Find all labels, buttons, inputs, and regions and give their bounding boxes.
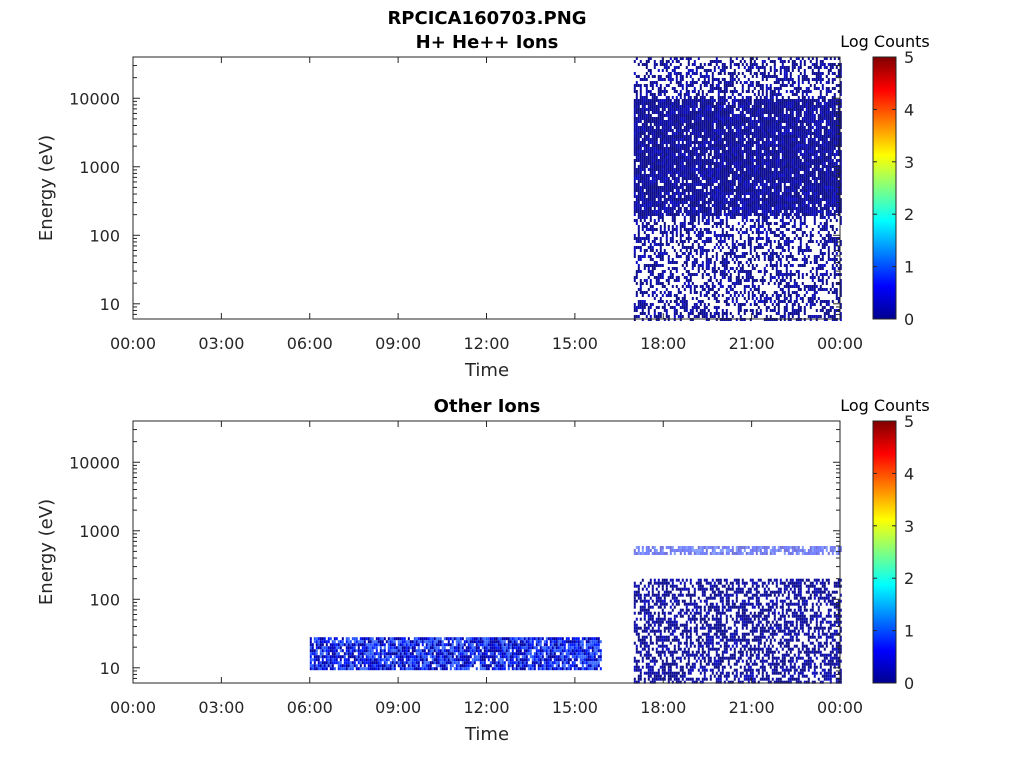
colorbar-ticks: 0 1 2 3 4 5 xyxy=(873,412,914,693)
x-tick-label: 18:00 xyxy=(640,334,686,353)
x-tick-label: 15:00 xyxy=(552,334,598,353)
colorbar-tick-label: 0 xyxy=(904,310,914,329)
panel-other-ions: Other Ions 00:00 03:00 06:00 09:00 12:00 15:0… xyxy=(36,396,930,745)
spectrogram-region xyxy=(633,57,842,321)
colorbar-tick-label: 2 xyxy=(904,569,914,588)
y-tick-label: 10 xyxy=(100,659,120,678)
y-tick-label: 1000 xyxy=(79,522,120,541)
axis-ticks: 00:00 03:00 06:00 09:00 12:00 15:00 18:00 21:00… xyxy=(69,56,863,353)
colorbar-tick-label: 4 xyxy=(904,464,914,483)
panel-h-he-ions: H+ He++ Ions 00:00 03:00 06:00 09:00 12:00 15… xyxy=(36,32,930,381)
spectrogram-region xyxy=(633,578,842,684)
x-tick-label: 03:00 xyxy=(198,334,244,353)
y-tick-label: 10000 xyxy=(69,89,120,108)
x-tick-label: 09:00 xyxy=(375,698,421,717)
x-tick-label: 00:00 xyxy=(110,698,156,717)
colorbar-tick-label: 1 xyxy=(904,622,914,641)
colorbar-tick-label: 5 xyxy=(904,48,914,67)
colorbar-tick-label: 5 xyxy=(904,412,914,431)
x-tick-label: 00:00 xyxy=(817,334,863,353)
figure-title: RPCICA160703.PNG xyxy=(387,8,586,29)
y-tick-label: 10 xyxy=(100,295,120,314)
x-tick-label: 12:00 xyxy=(463,334,509,353)
colorbar-label: Log Counts xyxy=(840,32,930,51)
colorbar-tick-label: 0 xyxy=(904,674,914,693)
x-tick-label: 21:00 xyxy=(729,334,775,353)
y-tick-label: 1000 xyxy=(79,158,120,177)
colorbar-ticks: 0 1 2 3 4 5 xyxy=(873,48,914,329)
x-axis-label: Time xyxy=(464,360,509,381)
axis-ticks: 00:00 03:00 06:00 09:00 12:00 15:00 18:00 21:00… xyxy=(69,420,863,717)
x-tick-label: 18:00 xyxy=(640,698,686,717)
x-tick-label: 09:00 xyxy=(375,334,421,353)
x-tick-label: 03:00 xyxy=(198,698,244,717)
panel-title: Other Ions xyxy=(434,396,541,417)
colorbar xyxy=(872,56,897,320)
colorbar-tick-label: 2 xyxy=(904,205,914,224)
x-axis-label: Time xyxy=(464,724,509,745)
spectrogram-data xyxy=(309,546,842,684)
colorbar-tick-label: 1 xyxy=(904,258,914,277)
y-tick-label: 100 xyxy=(89,226,120,245)
x-tick-label: 21:00 xyxy=(729,698,775,717)
x-tick-label: 06:00 xyxy=(287,334,333,353)
spectrogram-data xyxy=(633,57,842,321)
y-tick-label: 10000 xyxy=(69,453,120,472)
colorbar xyxy=(872,420,897,684)
colorbar-tick-label: 3 xyxy=(904,153,914,172)
y-tick-label: 100 xyxy=(89,590,120,609)
spectrogram-region xyxy=(633,546,842,555)
colorbar-label: Log Counts xyxy=(840,396,930,415)
x-tick-label: 00:00 xyxy=(110,334,156,353)
x-tick-label: 00:00 xyxy=(817,698,863,717)
y-axis-label: Energy (eV) xyxy=(36,499,57,605)
spectrogram-region xyxy=(309,637,602,671)
colorbar-tick-label: 3 xyxy=(904,517,914,536)
x-tick-label: 15:00 xyxy=(552,698,598,717)
panel-title: H+ He++ Ions xyxy=(416,32,559,53)
x-tick-label: 06:00 xyxy=(287,698,333,717)
y-axis-label: Energy (eV) xyxy=(36,135,57,241)
x-tick-label: 12:00 xyxy=(463,698,509,717)
colorbar-tick-label: 4 xyxy=(904,100,914,119)
